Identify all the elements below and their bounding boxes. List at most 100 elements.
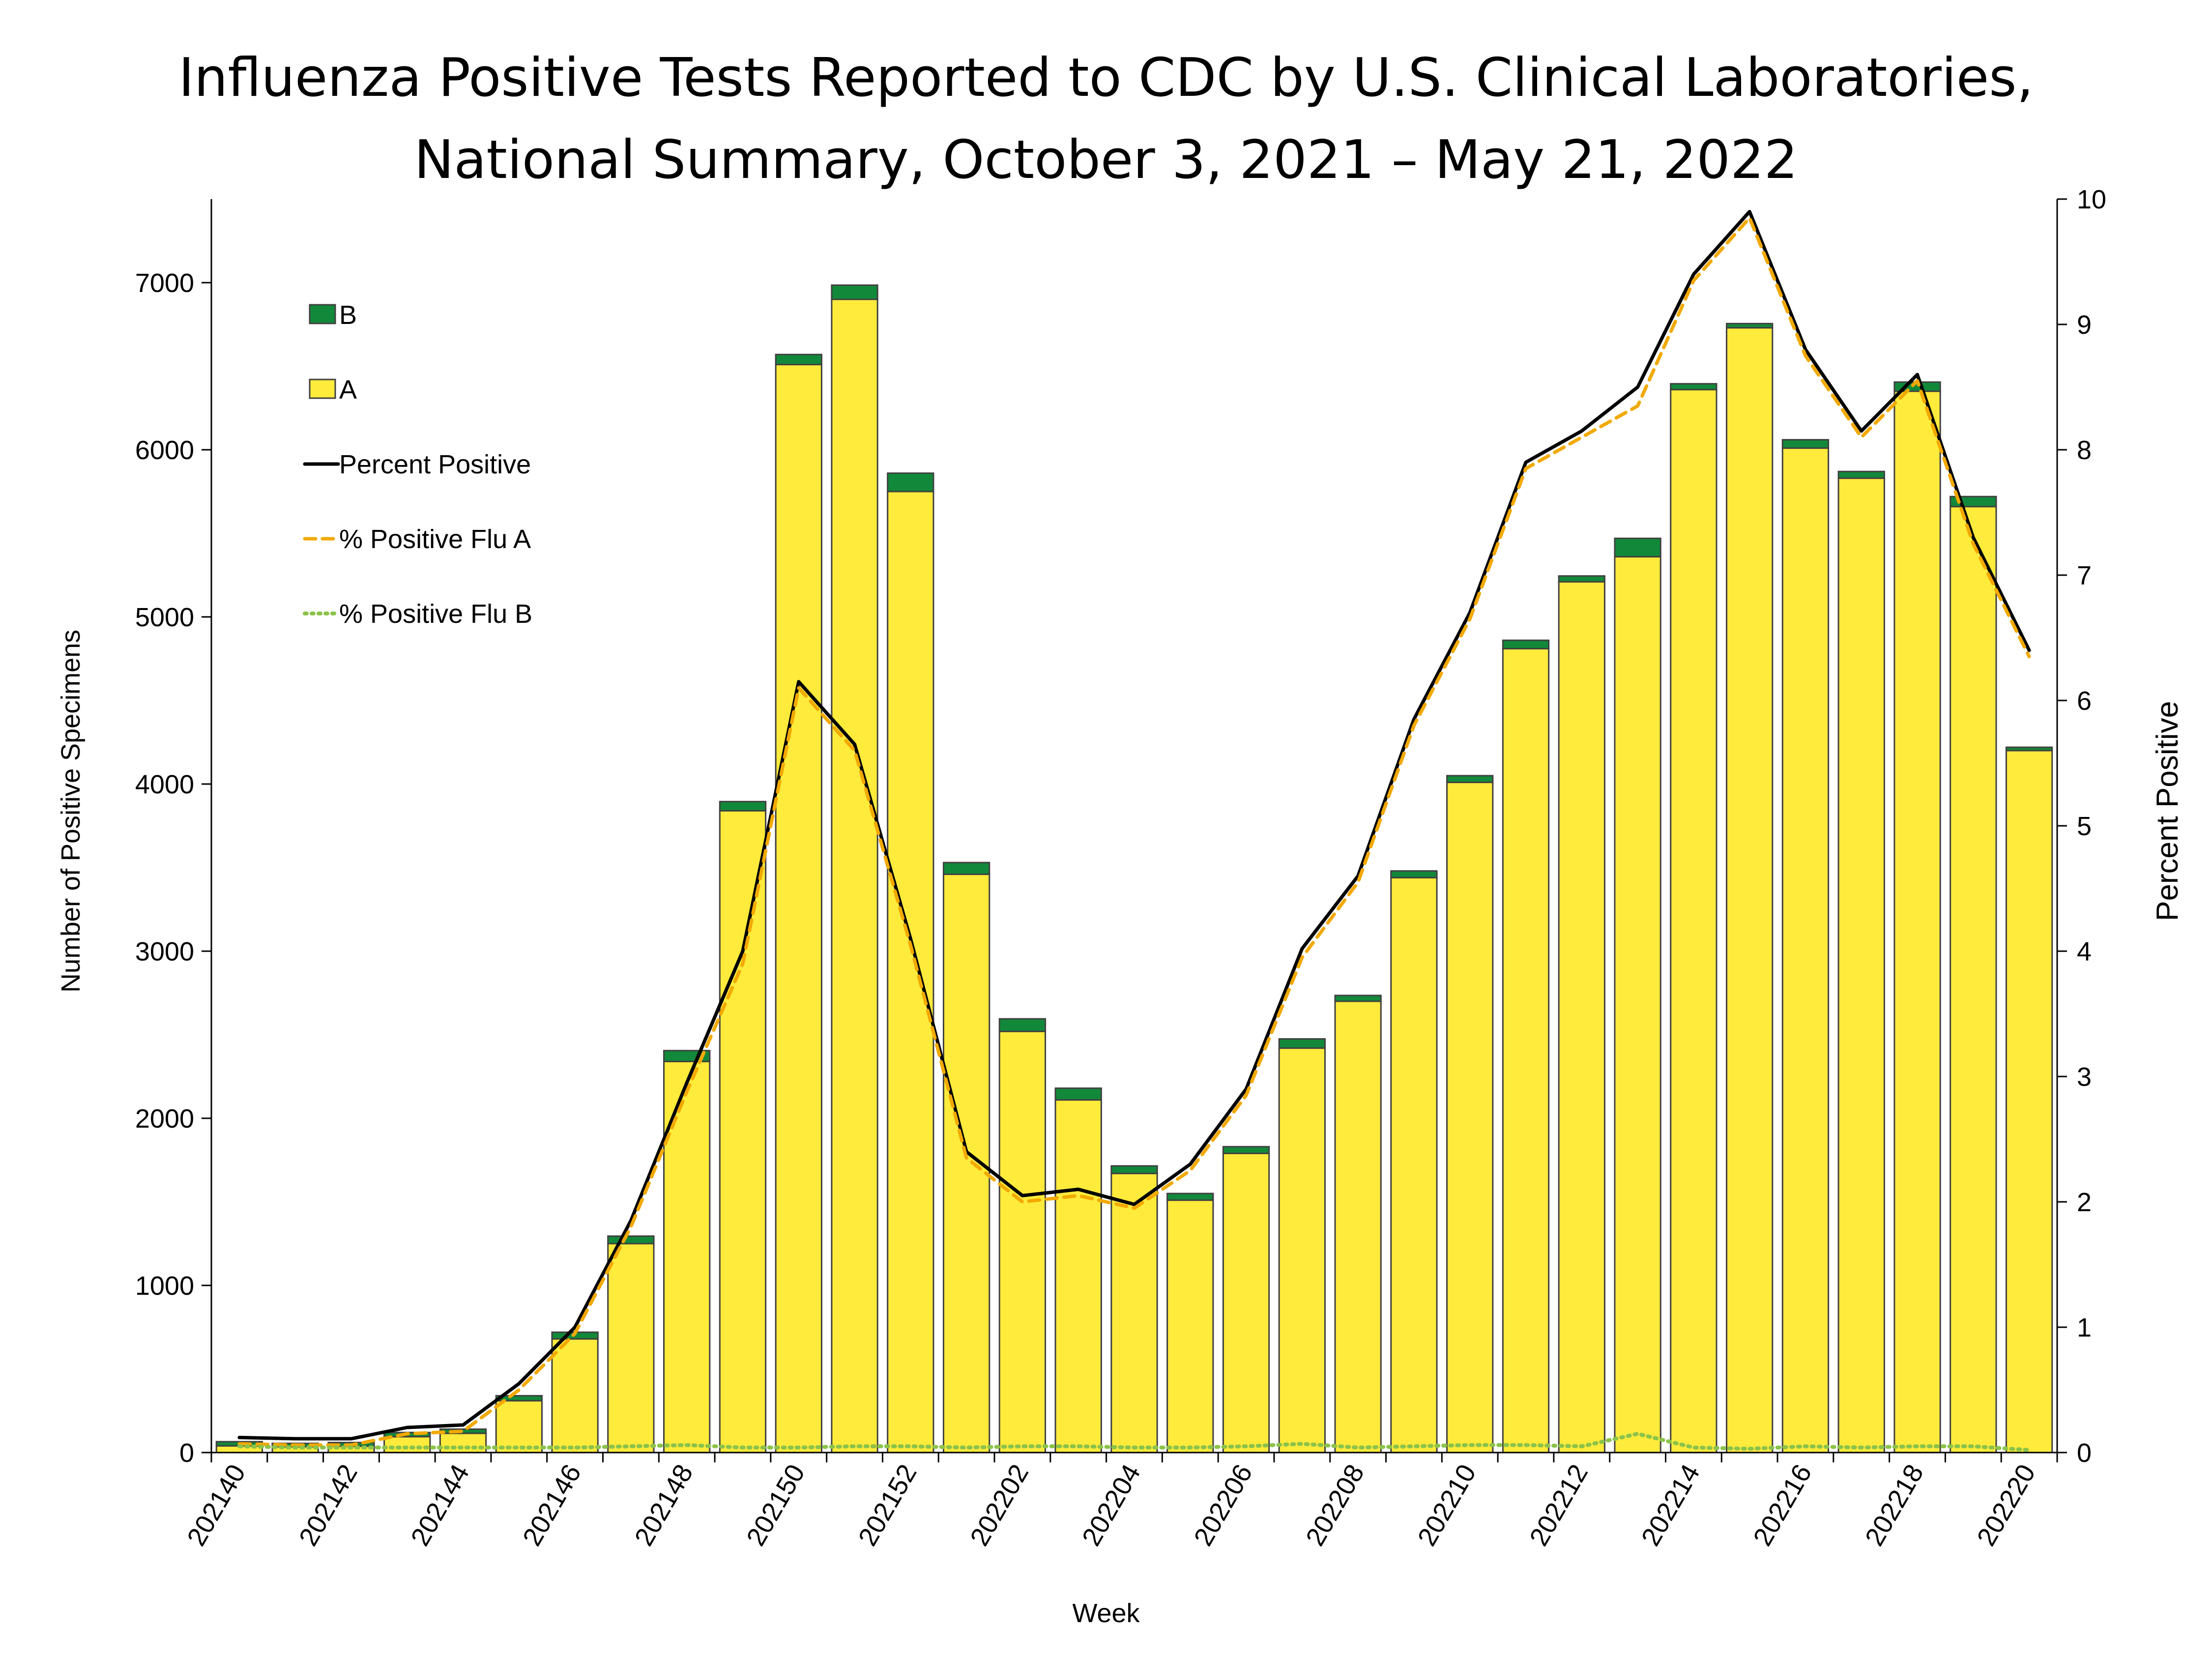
legend-label-a: A — [339, 375, 357, 405]
y2-tick-label-7: 7 — [2077, 561, 2092, 590]
bar-b-202213 — [1614, 537, 1661, 558]
x-tick-label-202218: 202218 — [1860, 1459, 1929, 1551]
legend-label-percent-positive: Percent Positive — [339, 450, 531, 479]
bar-a-202203 — [1054, 1099, 1102, 1454]
bar-b-202202 — [998, 1018, 1047, 1032]
bar-a-202145 — [495, 1400, 543, 1454]
bar-a-202215 — [1726, 327, 1774, 1454]
x-tick-label-202214: 202214 — [1636, 1459, 1706, 1551]
x-tick-label-202140: 202140 — [181, 1459, 251, 1551]
bar-a-202212 — [1558, 581, 1605, 1454]
legend-label-b: B — [339, 300, 357, 330]
bar-b-202147 — [607, 1235, 655, 1245]
bar-a-202219 — [1950, 506, 1997, 1454]
bar-b-202208 — [1334, 994, 1382, 1002]
x-tick-label-202206: 202206 — [1188, 1459, 1258, 1551]
bar-b-202205 — [1166, 1193, 1214, 1201]
x-tick-label-202220: 202220 — [1971, 1459, 2041, 1551]
bar-b-202209 — [1390, 870, 1438, 878]
bar-b-202203 — [1054, 1087, 1102, 1101]
line-positive-flu-a — [237, 216, 2031, 1447]
bar-b-202206 — [1222, 1146, 1270, 1154]
y2-tick-label-2: 2 — [2077, 1188, 2092, 1217]
bar-a-202218 — [1893, 390, 1941, 1454]
y-tick-label-5000: 5000 — [135, 603, 194, 632]
bar-b-202152 — [887, 472, 934, 493]
x-tick-label-202216: 202216 — [1747, 1459, 1817, 1551]
bar-a-202146 — [551, 1338, 599, 1454]
legend-label-positive-flu-a: % Positive Flu A — [339, 524, 531, 554]
bar-a-202143 — [383, 1436, 431, 1454]
legend-swatch-a — [309, 378, 336, 399]
y-tick-label-4000: 4000 — [135, 770, 194, 799]
bar-a-202211 — [1502, 648, 1550, 1454]
bar-a-202217 — [1837, 477, 1885, 1454]
bar-a-202213 — [1614, 556, 1661, 1454]
bar-b-202217 — [1837, 470, 1885, 479]
x-tick-label-202146: 202146 — [517, 1459, 587, 1551]
plot-area: 0 1000 2000 3000 4000 5000 6000 7000 0 1 2 3 4 5 6 7 8 9 1… — [135, 185, 2106, 1551]
x-tick-label-202202: 202202 — [964, 1459, 1034, 1551]
line-percent-positive — [237, 210, 2031, 1441]
x-tick-label-202208: 202208 — [1300, 1459, 1370, 1551]
x-tick-label-202144: 202144 — [405, 1459, 475, 1551]
bar-b-202145 — [495, 1395, 543, 1402]
line-positive-flu-b — [237, 1431, 2032, 1452]
bar-a-202151 — [831, 298, 878, 1454]
legend-label-positive-flu-b: % Positive Flu B — [339, 599, 532, 629]
bar-a-202152 — [887, 491, 934, 1454]
y-tick-label-7000: 7000 — [135, 268, 194, 298]
bar-b-202150 — [775, 353, 822, 366]
legend: B A Percent Positive % Positive Flu A % Posi… — [303, 300, 532, 629]
bar-b-202216 — [1781, 439, 1830, 449]
bar-a-202202 — [998, 1030, 1047, 1454]
chart-title-line-2: National Summary, October 3, 2021 – May … — [414, 129, 1798, 191]
y-axis-title: Number of Positive Specimens — [56, 630, 86, 992]
bar-a-202150 — [775, 364, 822, 1454]
bar-a-202204 — [1110, 1172, 1158, 1454]
y-tick-label-3000: 3000 — [135, 937, 194, 966]
bar-b-202207 — [1278, 1038, 1326, 1049]
y-tick-label-1000: 1000 — [135, 1271, 194, 1301]
bar-a-202208 — [1334, 1000, 1382, 1454]
x-tick-label-202212: 202212 — [1524, 1459, 1594, 1551]
bar-a-202149 — [719, 810, 767, 1454]
bar-a-202144 — [439, 1432, 487, 1454]
y2-tick-label-8: 8 — [2077, 436, 2092, 465]
bar-b-202149 — [719, 801, 767, 812]
y2-tick-label-6: 6 — [2077, 686, 2092, 716]
y2-tick-label-5: 5 — [2077, 812, 2092, 841]
y2-tick-label-1: 1 — [2077, 1313, 2092, 1342]
y-tick-label-2000: 2000 — [135, 1104, 194, 1134]
bar-b-202215 — [1726, 322, 1774, 329]
x-tick-label-202152: 202152 — [853, 1459, 923, 1551]
bar-b-202204 — [1110, 1165, 1158, 1174]
bar-b-202144 — [439, 1428, 487, 1434]
bar-a-202210 — [1446, 782, 1494, 1454]
y2-tick-label-4: 4 — [2077, 937, 2092, 966]
chart-title-line-1: Influenza Positive Tests Reported to CDC… — [178, 47, 2034, 109]
y2-axis-title: Percent Positive — [2151, 701, 2184, 921]
y-tick-label-0: 0 — [179, 1438, 194, 1468]
bar-b-202211 — [1502, 640, 1550, 650]
bar-a-202206 — [1222, 1152, 1270, 1454]
x-tick-label-202142: 202142 — [293, 1459, 363, 1551]
y2-tick-label-0: 0 — [2077, 1438, 2092, 1468]
legend-swatch-b — [309, 304, 336, 324]
x-tick-label-202150: 202150 — [741, 1459, 811, 1551]
bar-b-202201 — [942, 862, 990, 875]
bar-b-202151 — [831, 284, 878, 300]
bar-a-202207 — [1278, 1047, 1326, 1454]
bar-a-202214 — [1670, 389, 1717, 1454]
y-tick-label-6000: 6000 — [135, 436, 194, 465]
bar-a-202209 — [1390, 876, 1438, 1454]
y2-tick-label-3: 3 — [2077, 1062, 2092, 1092]
x-tick-label-202210: 202210 — [1412, 1459, 1482, 1551]
x-tick-label-202148: 202148 — [629, 1459, 699, 1551]
bar-a-202216 — [1781, 447, 1830, 1454]
y2-tick-label-9: 9 — [2077, 310, 2092, 340]
bar-b-202212 — [1558, 575, 1605, 583]
x-tick-label-202204: 202204 — [1077, 1459, 1146, 1551]
bar-a-202147 — [607, 1243, 655, 1454]
